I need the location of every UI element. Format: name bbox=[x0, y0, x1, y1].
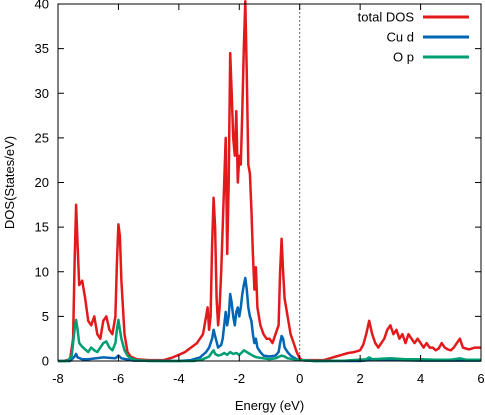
x-tick-label: 0 bbox=[296, 371, 303, 386]
series-line-total-dos bbox=[58, 0, 481, 363]
y-tick-label: 40 bbox=[35, 0, 49, 12]
y-tick-label: 30 bbox=[35, 86, 49, 101]
y-tick-label: 0 bbox=[42, 354, 49, 369]
x-tick-label: 4 bbox=[417, 371, 424, 386]
x-tick-label: 2 bbox=[357, 371, 364, 386]
x-tick-label: -6 bbox=[113, 371, 125, 386]
x-tick-label: 6 bbox=[477, 371, 484, 386]
legend-label: total DOS bbox=[358, 10, 415, 25]
plot-frame bbox=[57, 3, 482, 362]
y-axis-label: DOS(States/eV) bbox=[2, 136, 17, 229]
y-tick-label: 10 bbox=[35, 264, 49, 279]
y-tick-label: 15 bbox=[35, 220, 49, 235]
x-tick-label: -4 bbox=[173, 371, 185, 386]
x-tick-label: -8 bbox=[52, 371, 64, 386]
legend-item: total DOS bbox=[358, 10, 469, 25]
y-tick-label: 25 bbox=[35, 130, 49, 145]
legend-item: O p bbox=[393, 50, 469, 65]
legend-label: Cu d bbox=[387, 30, 414, 45]
x-axis-label: Energy (eV) bbox=[235, 398, 304, 413]
legend-label: O p bbox=[393, 50, 414, 65]
y-tick-label: 5 bbox=[42, 309, 49, 324]
x-tick-label: -2 bbox=[234, 371, 246, 386]
legend-item: Cu d bbox=[387, 30, 469, 45]
y-tick-label: 20 bbox=[35, 175, 49, 190]
legend: total DOS Cu d O p bbox=[358, 10, 469, 65]
y-tick-label: 35 bbox=[35, 41, 49, 56]
